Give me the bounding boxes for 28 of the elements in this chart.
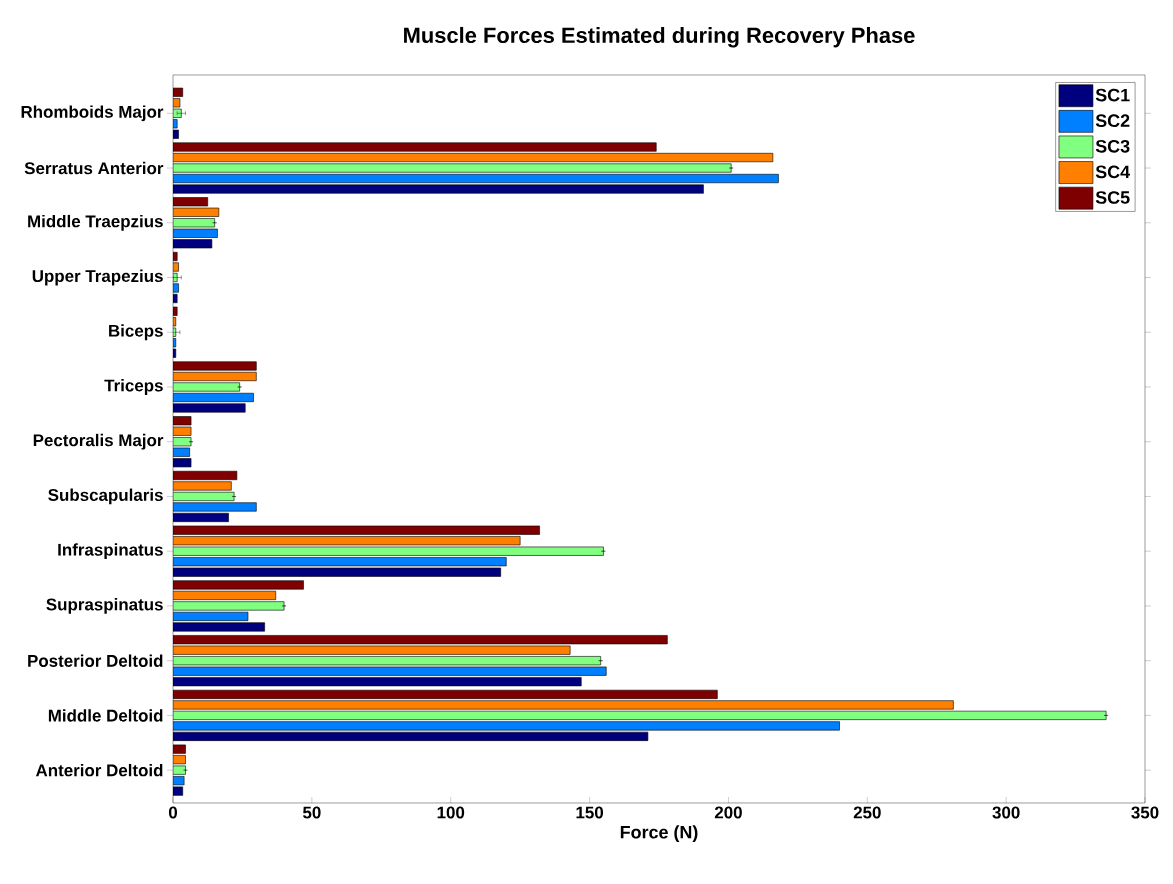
x-tick-label: 350 [1131,806,1159,819]
x-tick-label: 50 [302,806,321,819]
y-tick-label: Pectoralis Major [33,433,164,450]
legend-label: SC3 [1095,139,1130,153]
y-tick-label: Serratus Anterior [24,161,164,175]
chart-title: Muscle Forces Estimated during Recovery Phase [404,26,915,48]
legend-label: SC5 [1095,191,1130,204]
x-tick-label: 150 [576,806,604,819]
y-tick-label: Rhomboids Major [21,105,164,122]
y-tick-label: Supraspinatus [46,598,163,614]
legend-label: SC2 [1095,114,1130,128]
y-tick-label: Middle Deltoid [48,709,163,722]
y-tick-label: Middle Traepzius [28,214,163,231]
y-tick-label: Anterior Deltoid [35,763,163,777]
x-axis-title: Force (N) [620,825,698,843]
x-tick-label: 100 [437,806,465,819]
y-tick-label: Posterior Deltoid [28,654,163,667]
x-tick-label: 300 [992,806,1020,819]
y-tick-label: Subscapularis [48,488,163,505]
y-tick-label: Biceps [109,324,163,341]
y-tick-label: Triceps [104,379,163,395]
x-tick-label: 200 [714,806,742,819]
y-tick-label: Upper Trapezius [32,269,163,286]
legend-label: SC4 [1095,165,1131,179]
x-tick-label: 250 [853,806,881,819]
y-tick-label: Infraspinatus [58,543,163,560]
x-tick-label: 0 [168,806,178,819]
legend-label: SC1 [1095,88,1130,102]
